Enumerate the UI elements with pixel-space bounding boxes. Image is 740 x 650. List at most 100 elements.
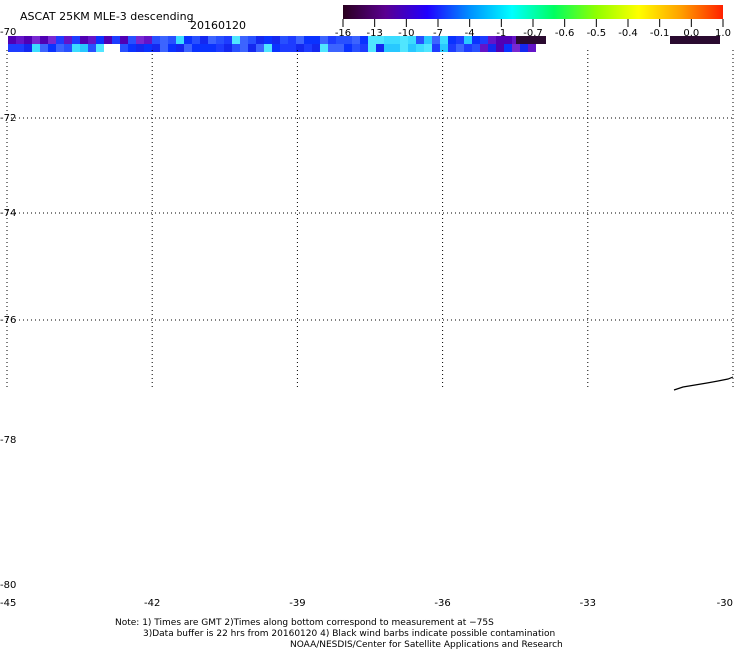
colorbar: -16 -13 -10 -7 -4 -1 -0.7 -0.6 -0.5 -0.4 -0.1 0.0 1.… [335,5,731,39]
swath-cell [288,36,296,44]
swath-cell [272,44,280,52]
swath-cell [416,36,424,44]
swath-cell [432,36,440,44]
colorbar-tick-label: -13 [366,28,382,39]
swath-cell [368,36,376,44]
longitude-labels: -45 -42 -39 -36 -33 -30 [0,598,733,609]
swath-cell [528,44,536,52]
swath-cell [312,44,320,52]
latitude-label: -76 [0,315,16,326]
map-date: 20160120 [190,19,246,32]
swath-cell [336,44,344,52]
longitude-label: -36 [434,598,450,609]
swath-cell [344,44,352,52]
colorbar-tick-label: -4 [465,28,475,39]
swath-cell [248,36,256,44]
latitude-label: -80 [0,580,16,591]
swath-cell [24,44,32,52]
swath-cell [136,44,144,52]
swath-cell [8,44,16,52]
swath-cell [280,44,288,52]
colorbar-tick-label: -1 [496,28,506,39]
swath-cell [96,36,104,44]
swath-cell [320,36,328,44]
swath-cell [384,44,392,52]
swath-cell [328,44,336,52]
swath-cell [72,44,80,52]
swath-cell [264,44,272,52]
swath-cell [488,36,496,44]
swath-cell [24,36,32,44]
colorbar-tick-label: -0.7 [523,28,543,39]
swath-cell [144,36,152,44]
swath-cell [424,36,432,44]
longitude-label: -39 [289,598,305,609]
swath-cell [192,44,200,52]
swath-cell [432,44,440,52]
swath-dark-patch [516,36,546,44]
colorbar-tick-label: 0.0 [683,28,699,39]
latitude-label: -70 [0,27,16,38]
longitude-label: -42 [144,598,160,609]
swath-cell [32,36,40,44]
swath-cell [336,36,344,44]
swath-cell [488,44,496,52]
swath-cell [216,44,224,52]
swath-cell [120,44,128,52]
swath-cell [496,36,504,44]
swath-cell [304,36,312,44]
swath-cell [112,36,120,44]
swath-cell [64,44,72,52]
swath-cell [296,36,304,44]
swath-cell [360,44,368,52]
swath-cell [208,36,216,44]
swath-cell [168,36,176,44]
swath-cell [16,44,24,52]
graticule [6,50,734,390]
swath-cell [440,36,448,44]
swath-cell [408,36,416,44]
swath-cell [48,44,56,52]
swath-cell [504,36,512,44]
swath-cell [200,44,208,52]
swath-cell [128,36,136,44]
swath-cell [200,36,208,44]
swath-cell [152,44,160,52]
swath-cell [160,44,168,52]
swath-cell [320,44,328,52]
colorbar-tick-label: -0.6 [555,28,575,39]
swath-cell [376,44,384,52]
swath-cell [328,36,336,44]
swath-cell [56,36,64,44]
swath-cell [464,44,472,52]
swath-cell [56,44,64,52]
swath-cell [184,36,192,44]
swath-cell [48,36,56,44]
colorbar-bar [343,5,723,19]
longitude-label: -45 [0,598,16,609]
swath-cell [368,44,376,52]
colorbar-tick-label: -16 [335,28,351,39]
swath-cell [360,36,368,44]
swath-cell [176,44,184,52]
swath-cell [400,44,408,52]
colorbar-tick-label: -7 [433,28,443,39]
swath-cell [88,36,96,44]
swath-cell [40,44,48,52]
swath-cell [392,44,400,52]
swath-cell [160,36,168,44]
colorbar-tick-label: -10 [398,28,414,39]
swath-cell [280,36,288,44]
swath-cell [352,44,360,52]
swath-cell [288,44,296,52]
swath-cell [384,36,392,44]
latitude-labels: -70 -72 -74 -76 -78 -80 [0,27,16,591]
swath-cell [480,44,488,52]
swath-cell [344,36,352,44]
swath-cell [232,44,240,52]
colorbar-tick-label: -0.4 [618,28,638,39]
swath-cell [472,36,480,44]
note-line-1: Note: 1) Times are GMT 2)Times along bot… [115,618,494,628]
swath-cell [184,44,192,52]
